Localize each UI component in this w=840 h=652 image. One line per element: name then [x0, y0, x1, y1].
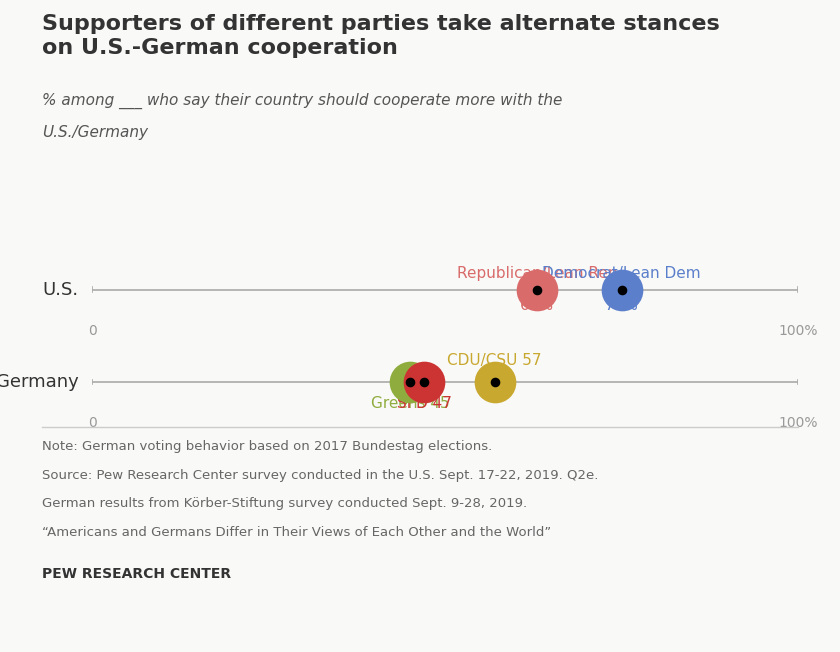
Text: Germany: Germany: [0, 373, 78, 391]
Point: [403, 377, 417, 387]
Point: [488, 377, 501, 387]
Text: German results from Körber-Stiftung survey conducted Sept. 9-28, 2019.: German results from Körber-Stiftung surv…: [42, 497, 528, 511]
Text: “Americans and Germans Differ in Their Views of Each Other and the World”: “Americans and Germans Differ in Their V…: [42, 526, 551, 539]
Text: Note: German voting behavior based on 2017 Bundestag elections.: Note: German voting behavior based on 20…: [42, 440, 492, 453]
Text: Source: Pew Research Center survey conducted in the U.S. Sept. 17-22, 2019. Q2e.: Source: Pew Research Center survey condu…: [42, 469, 598, 482]
Text: Democrat/Lean Dem: Democrat/Lean Dem: [543, 266, 701, 281]
Text: SPD 47: SPD 47: [396, 396, 451, 411]
Point: [417, 377, 431, 387]
Text: Republican/Lean Rep: Republican/Lean Rep: [457, 266, 617, 281]
Point: [403, 377, 417, 387]
Text: Greens 45: Greens 45: [370, 396, 449, 411]
Text: CDU/CSU 57: CDU/CSU 57: [448, 353, 542, 368]
Text: 63%: 63%: [520, 298, 554, 313]
Text: U.S.: U.S.: [42, 280, 78, 299]
Text: PEW RESEARCH CENTER: PEW RESEARCH CENTER: [42, 567, 231, 580]
Point: [417, 377, 431, 387]
Point: [615, 284, 628, 295]
Text: 75%: 75%: [605, 298, 638, 313]
Point: [615, 284, 628, 295]
Text: Supporters of different parties take alternate stances
on U.S.-German cooperatio: Supporters of different parties take alt…: [42, 14, 720, 57]
Point: [530, 284, 543, 295]
Text: % among ___ who say their country should cooperate more with the: % among ___ who say their country should…: [42, 93, 562, 109]
Text: U.S./Germany: U.S./Germany: [42, 125, 148, 140]
Point: [530, 284, 543, 295]
Point: [488, 377, 501, 387]
